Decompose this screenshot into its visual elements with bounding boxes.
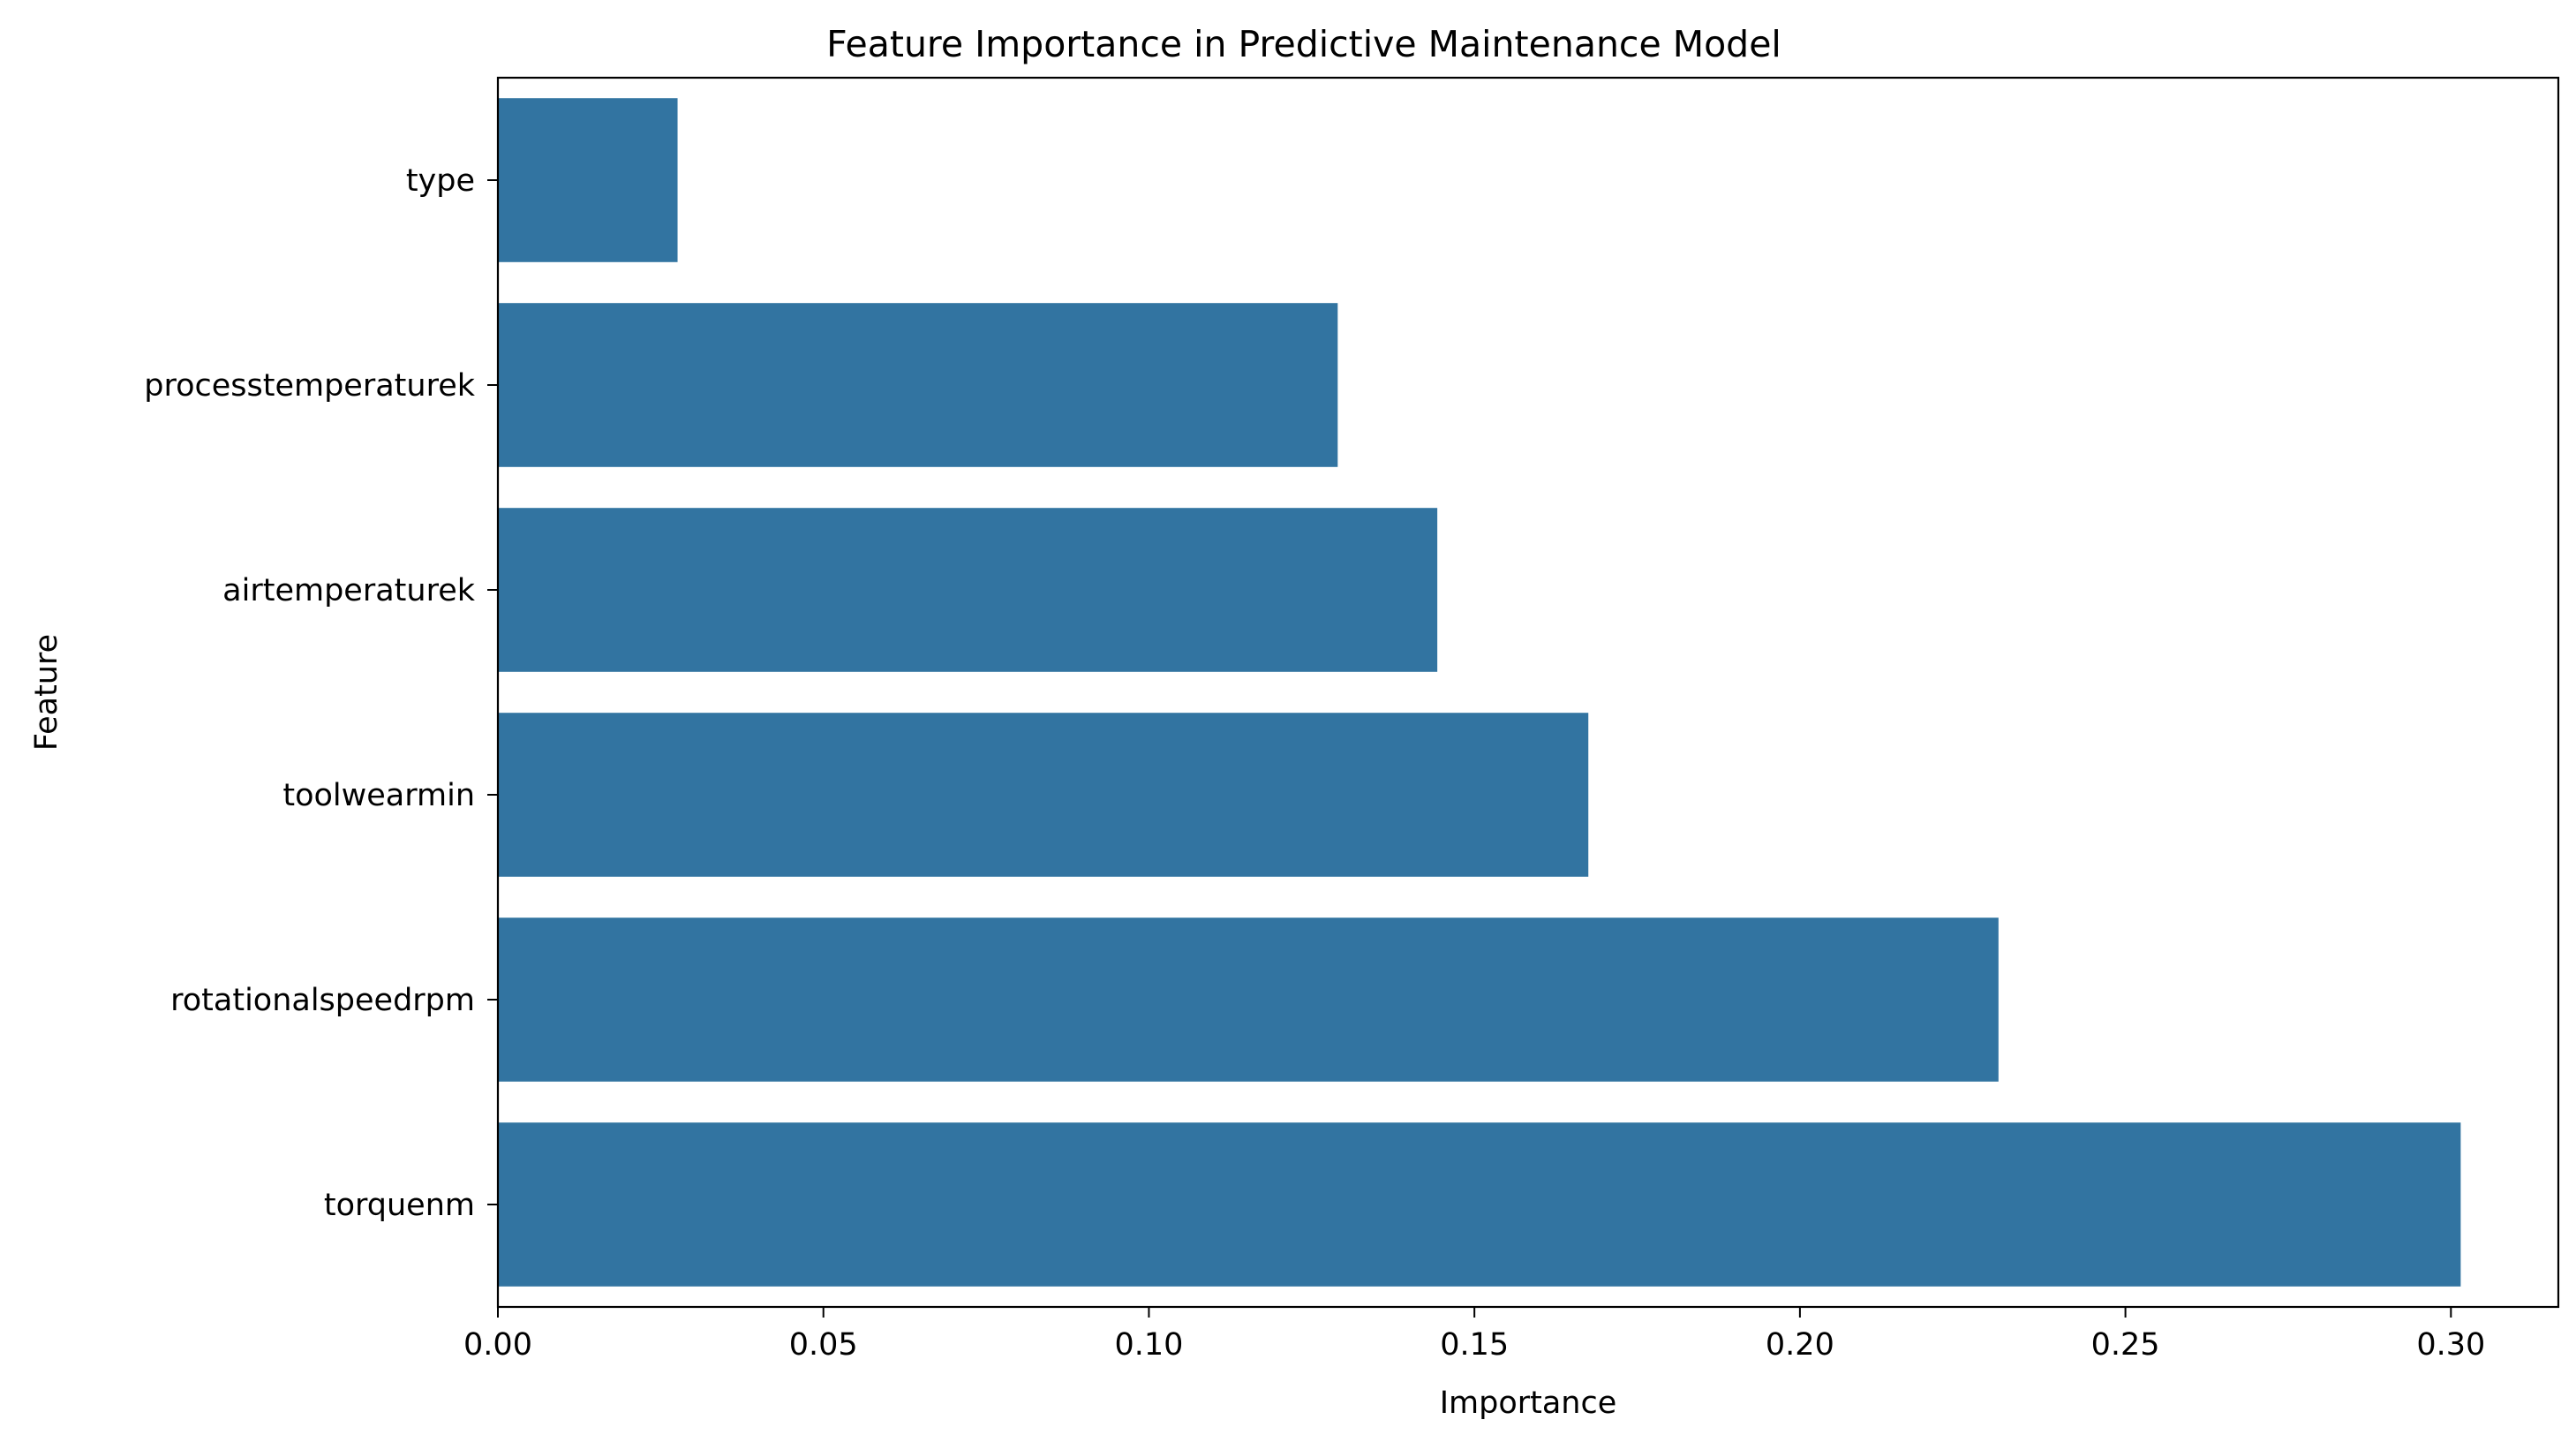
x-tick-label: 0.30 bbox=[2416, 1327, 2485, 1363]
y-tick-label: type bbox=[406, 163, 475, 199]
y-tick-label: toolwearmin bbox=[282, 778, 475, 813]
bar-toolwearmin bbox=[498, 713, 1589, 877]
x-tick-label: 0.15 bbox=[1440, 1327, 1509, 1363]
y-ticks: type processtemperaturek airtemperaturek to… bbox=[144, 163, 498, 1223]
x-tick-label: 0.05 bbox=[789, 1327, 858, 1363]
y-tick-label: airtemperaturek bbox=[222, 573, 476, 608]
x-ticks: 0.00 0.05 0.10 0.15 0.20 0.25 0.30 bbox=[463, 1307, 2485, 1363]
x-tick-label: 0.25 bbox=[2091, 1327, 2160, 1363]
x-tick-label: 0.20 bbox=[1766, 1327, 1834, 1363]
bar-processtemperaturek bbox=[498, 303, 1338, 467]
y-tick-label: processtemperaturek bbox=[144, 368, 475, 404]
y-axis-label: Feature bbox=[29, 634, 64, 751]
bars-layer bbox=[498, 98, 2461, 1287]
bar-torquenm bbox=[498, 1122, 2461, 1287]
plot-frame bbox=[496, 76, 2560, 1309]
y-tick-label: rotationalspeedrpm bbox=[170, 983, 475, 1018]
bar-rotationalspeedrpm bbox=[498, 918, 1999, 1082]
bar-type bbox=[498, 98, 678, 262]
bar-airtemperaturek bbox=[498, 508, 1438, 672]
x-axis-label: Importance bbox=[1440, 1386, 1617, 1421]
x-tick-label: 0.00 bbox=[463, 1327, 532, 1363]
x-tick-label: 0.10 bbox=[1114, 1327, 1183, 1363]
y-tick-label: torquenm bbox=[324, 1188, 475, 1223]
chart-title: Feature Importance in Predictive Mainten… bbox=[826, 23, 1781, 65]
